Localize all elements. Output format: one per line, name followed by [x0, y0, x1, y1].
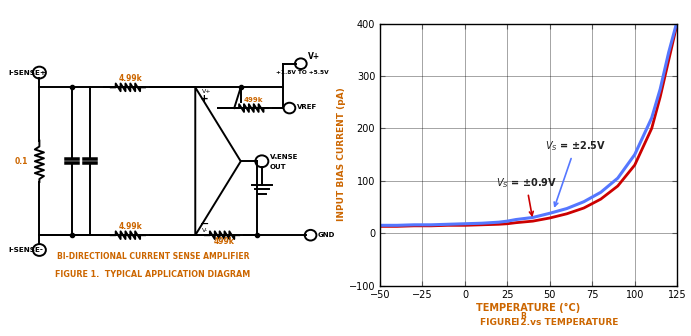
Text: FIGURE 1.  TYPICAL APPLICATION DIAGRAM: FIGURE 1. TYPICAL APPLICATION DIAGRAM: [55, 269, 251, 279]
Text: FIGURE 2.: FIGURE 2.: [480, 318, 536, 327]
Text: BI-DIRECTIONAL CURRENT SENSE AMPLIFIER: BI-DIRECTIONAL CURRENT SENSE AMPLIFIER: [57, 252, 249, 261]
X-axis label: TEMPERATURE (°C): TEMPERATURE (°C): [477, 303, 580, 313]
Y-axis label: INPUT BIAS CURRENT (pA): INPUT BIAS CURRENT (pA): [337, 88, 346, 221]
Text: I-SENSE-: I-SENSE-: [8, 247, 44, 253]
Text: +1.8V TO +5.5V: +1.8V TO +5.5V: [276, 70, 329, 75]
Text: VₛENSE: VₛENSE: [270, 154, 299, 160]
Text: 499k: 499k: [244, 96, 263, 102]
Text: OUT: OUT: [270, 164, 287, 170]
Text: 0.1: 0.1: [15, 157, 28, 166]
Text: vs TEMPERATURE: vs TEMPERATURE: [527, 318, 618, 327]
Text: −: −: [200, 218, 209, 228]
Text: I: I: [515, 318, 518, 327]
Text: VREF: VREF: [296, 103, 317, 110]
Text: +: +: [200, 94, 209, 104]
Text: B: B: [520, 312, 526, 321]
Text: I-SENSE+: I-SENSE+: [8, 70, 46, 76]
Text: $V_S$ = ±2.5V: $V_S$ = ±2.5V: [545, 139, 606, 206]
Text: V-: V-: [202, 228, 208, 233]
Text: 4.99k: 4.99k: [118, 74, 142, 83]
Text: GND: GND: [318, 232, 335, 238]
Text: $V_S$ = ±0.9V: $V_S$ = ±0.9V: [495, 176, 557, 215]
Text: 4.99k: 4.99k: [118, 222, 142, 231]
Text: V+: V+: [202, 89, 211, 94]
Text: 499k: 499k: [214, 237, 235, 246]
Text: V+: V+: [308, 52, 321, 61]
